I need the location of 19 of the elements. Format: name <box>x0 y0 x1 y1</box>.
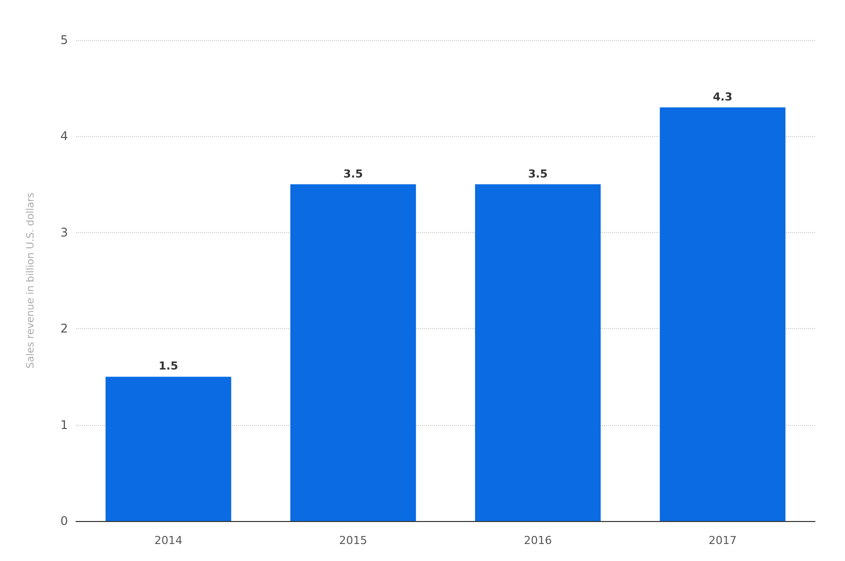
bar <box>106 376 232 521</box>
x-tick-label: 2014 <box>154 534 182 547</box>
y-tick-label: 1 <box>60 418 68 432</box>
data-label: 4.3 <box>712 90 732 104</box>
data-label: 3.5 <box>343 167 363 180</box>
y-tick-label: 5 <box>60 33 68 47</box>
x-tick-label: 2015 <box>339 534 368 547</box>
data-label: 3.5 <box>528 167 548 180</box>
y-tick-label: 4 <box>60 129 68 144</box>
y-tick-label: 3 <box>60 225 68 240</box>
bar <box>660 107 786 521</box>
x-tick-label: 2017 <box>708 534 737 547</box>
x-tick-label: 2016 <box>524 534 552 547</box>
bar <box>290 184 416 521</box>
data-label: 1.5 <box>158 360 178 373</box>
bar <box>475 184 601 521</box>
y-axis-title: Sales revenue in billion U.S. dollars <box>26 192 36 368</box>
y-tick-label: 2 <box>60 322 68 336</box>
y-tick-label: 0 <box>60 514 68 528</box>
